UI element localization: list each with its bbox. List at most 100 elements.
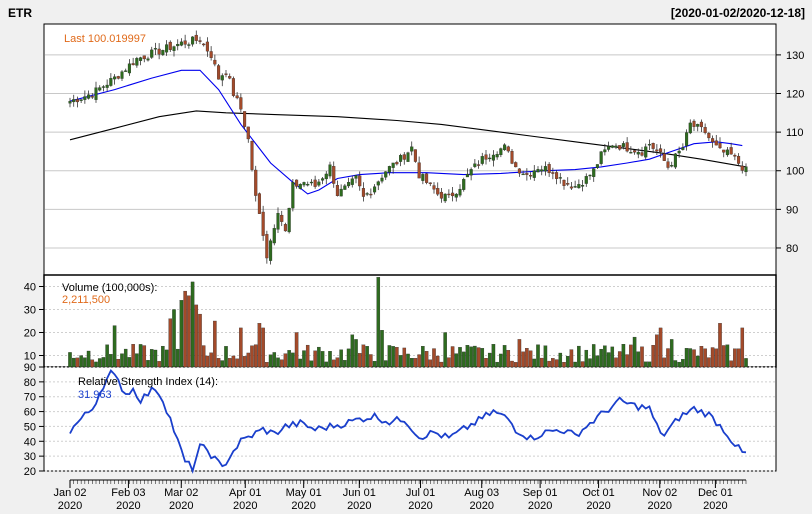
volume-bar bbox=[499, 353, 503, 368]
candle-body bbox=[692, 120, 696, 127]
candle-body bbox=[339, 188, 343, 197]
volume-bar bbox=[309, 360, 314, 368]
candle-body bbox=[376, 181, 380, 186]
x-tick-year: 2020 bbox=[169, 500, 193, 512]
candle-body bbox=[529, 175, 533, 177]
volume-bar bbox=[406, 353, 410, 368]
candle-body bbox=[443, 193, 447, 202]
candle-body bbox=[313, 179, 317, 187]
volume-bar bbox=[595, 355, 600, 368]
candle-body bbox=[480, 156, 484, 164]
candle-body bbox=[465, 174, 469, 178]
volume-bar bbox=[681, 359, 685, 368]
last-price-label: Last 100.019997 bbox=[64, 33, 146, 45]
volume-bar bbox=[239, 327, 243, 368]
candle-body bbox=[165, 44, 169, 53]
volume-bar bbox=[413, 358, 418, 368]
candle-body bbox=[324, 173, 328, 180]
tick-label: 110 bbox=[786, 127, 804, 139]
x-tick-label: Oct 01 bbox=[582, 487, 614, 499]
candle-body bbox=[647, 144, 651, 146]
candle-body bbox=[633, 150, 637, 153]
tick-label: 120 bbox=[786, 89, 804, 101]
candle-body bbox=[231, 78, 235, 96]
volume-bar bbox=[198, 313, 202, 368]
candle-body bbox=[246, 126, 250, 140]
volume-bar bbox=[272, 352, 277, 368]
volume-bar bbox=[569, 349, 574, 368]
candle-body bbox=[562, 179, 566, 186]
candle-body bbox=[406, 152, 410, 162]
candle-body bbox=[399, 155, 403, 162]
x-tick-label: Sep 01 bbox=[523, 487, 558, 499]
volume-bar bbox=[294, 332, 299, 368]
candle-body bbox=[228, 76, 232, 79]
candle-body bbox=[677, 150, 681, 154]
volume-bar bbox=[554, 359, 559, 368]
volume-bar bbox=[710, 347, 715, 368]
date-range: [2020-01-02/2020-12-18] bbox=[671, 6, 805, 20]
candle-body bbox=[503, 144, 507, 151]
rsi-line bbox=[69, 369, 747, 474]
candle-body bbox=[640, 152, 644, 156]
candle-body bbox=[425, 173, 429, 183]
x-tick-year: 2020 bbox=[347, 500, 371, 512]
volume-bar bbox=[447, 357, 451, 368]
candle-body bbox=[209, 51, 213, 58]
candle-body bbox=[194, 34, 198, 41]
volume-bar bbox=[621, 344, 626, 368]
volume-bar bbox=[510, 360, 514, 368]
tick-label: 90 bbox=[24, 362, 36, 374]
volume-bar bbox=[187, 295, 191, 368]
candle-body bbox=[451, 192, 455, 197]
volume-bar bbox=[454, 353, 459, 368]
candle-body bbox=[105, 84, 109, 88]
candle-body bbox=[98, 87, 102, 91]
volume-bar bbox=[276, 357, 280, 368]
volume-bar bbox=[521, 351, 525, 368]
volume-bar bbox=[677, 361, 681, 368]
candle-body bbox=[343, 185, 347, 190]
candle-body bbox=[454, 193, 458, 198]
candle-body bbox=[361, 188, 365, 197]
candle-body bbox=[577, 184, 581, 189]
volume-last-value: 2,211,500 bbox=[62, 294, 110, 306]
candle-body bbox=[391, 162, 395, 168]
tick-label: 10 bbox=[24, 351, 36, 363]
x-tick-year: 2020 bbox=[291, 500, 315, 512]
candle-body bbox=[655, 149, 659, 152]
candle-body bbox=[566, 183, 570, 185]
volume-bar bbox=[324, 361, 329, 368]
volume-bar bbox=[603, 345, 607, 368]
volume-bar bbox=[83, 357, 87, 368]
candle-body bbox=[280, 214, 284, 222]
tick-label: 130 bbox=[786, 50, 804, 62]
candle-body bbox=[213, 59, 217, 65]
volume-bar bbox=[640, 346, 644, 368]
candle-body bbox=[610, 145, 614, 148]
candle-body bbox=[488, 157, 492, 160]
volume-title: Volume (100,000s): bbox=[62, 282, 157, 294]
volume-bar bbox=[573, 361, 577, 368]
candle-body bbox=[659, 148, 663, 152]
volume-bar bbox=[721, 345, 726, 368]
candle-body bbox=[283, 224, 287, 232]
volume-bar bbox=[265, 362, 269, 368]
volume-bar bbox=[718, 323, 722, 368]
candle-body bbox=[603, 149, 607, 153]
candle-body bbox=[670, 165, 674, 167]
volume-bar bbox=[120, 353, 124, 368]
candle-body bbox=[172, 46, 176, 51]
candle-body bbox=[176, 44, 180, 47]
volume-bar bbox=[253, 344, 258, 368]
x-tick-year: 2020 bbox=[408, 500, 432, 512]
candle-body bbox=[217, 65, 221, 80]
candle-body bbox=[428, 182, 432, 184]
candle-body bbox=[265, 234, 269, 259]
candle-body bbox=[484, 154, 488, 160]
candle-body bbox=[725, 149, 729, 156]
volume-bar bbox=[439, 361, 444, 368]
volume-bar bbox=[86, 350, 91, 368]
candle-body bbox=[109, 78, 113, 86]
